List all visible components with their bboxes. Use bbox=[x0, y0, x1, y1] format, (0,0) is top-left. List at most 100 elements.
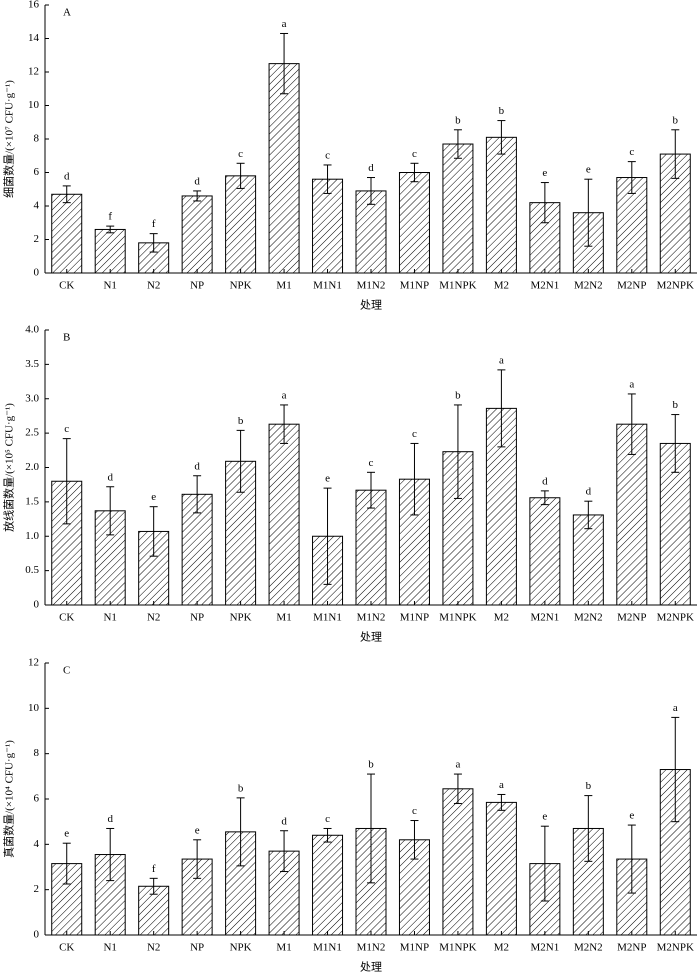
x-tick-label: M1N1 bbox=[313, 942, 342, 954]
x-axis-label: 处理 bbox=[360, 631, 382, 644]
error-bar bbox=[584, 500, 593, 530]
y-tick-label: 2.5 bbox=[25, 427, 39, 439]
x-tick-label: M2N2 bbox=[574, 612, 603, 624]
x-tick-label: CK bbox=[59, 612, 74, 624]
error-bar bbox=[193, 190, 202, 202]
significance-letter: a bbox=[282, 389, 287, 401]
significance-letter: e bbox=[325, 473, 330, 485]
error-bar bbox=[497, 369, 506, 448]
bar bbox=[442, 451, 474, 606]
significance-letter: d bbox=[107, 471, 113, 483]
error-bar bbox=[193, 475, 202, 514]
bar bbox=[529, 497, 561, 606]
error-bar bbox=[323, 487, 332, 585]
y-tick-label: 10 bbox=[28, 99, 40, 111]
x-tick-label: M2NP bbox=[617, 280, 646, 292]
error-bar bbox=[193, 839, 202, 879]
significance-letter: b bbox=[673, 399, 679, 411]
significance-letter: b bbox=[499, 105, 505, 117]
significance-letter: c bbox=[369, 457, 374, 469]
significance-letter: c bbox=[412, 428, 417, 440]
x-tick-label: M2NPK bbox=[657, 612, 694, 624]
x-tick-label: M2 bbox=[494, 942, 509, 954]
error-bar bbox=[236, 162, 245, 189]
y-tick-label: 10 bbox=[28, 702, 40, 714]
x-tick-label: M1N1 bbox=[313, 612, 342, 624]
significance-letter: a bbox=[455, 759, 460, 771]
y-tick-label: 2.0 bbox=[25, 461, 39, 473]
significance-letter: c bbox=[64, 423, 69, 435]
significance-letter: c bbox=[629, 146, 634, 158]
significance-letter: c bbox=[412, 148, 417, 160]
x-tick-label: M2 bbox=[494, 612, 509, 624]
error-bar bbox=[453, 129, 462, 159]
x-tick-label: M2N2 bbox=[574, 280, 603, 292]
bar bbox=[442, 143, 474, 274]
error-bar bbox=[540, 182, 549, 224]
significance-letter: f bbox=[152, 863, 156, 875]
x-tick-label: M1 bbox=[276, 942, 291, 954]
error-bar bbox=[584, 178, 593, 247]
x-tick-label: M1NPK bbox=[439, 280, 476, 292]
significance-letter: d bbox=[542, 475, 548, 487]
x-tick-label: M1N1 bbox=[313, 280, 342, 292]
significance-letter: a bbox=[673, 702, 678, 714]
y-tick-label: 8 bbox=[34, 133, 40, 145]
bar bbox=[312, 178, 344, 274]
y-tick-label: 2 bbox=[34, 233, 40, 245]
error-bar bbox=[627, 393, 636, 455]
error-bar bbox=[627, 161, 636, 194]
error-bar bbox=[671, 129, 680, 179]
error-bar bbox=[62, 438, 71, 525]
bar bbox=[442, 788, 474, 936]
x-tick-label: M2N1 bbox=[530, 280, 559, 292]
error-bar bbox=[671, 414, 680, 473]
bar bbox=[181, 195, 213, 274]
x-tick-label: M2 bbox=[494, 280, 509, 292]
significance-letter: b bbox=[238, 782, 244, 794]
bar bbox=[312, 834, 344, 936]
panel-label: B bbox=[63, 332, 70, 344]
x-tick-label: N2 bbox=[147, 942, 160, 954]
y-axis-label: 真菌数量/(×10⁴ CFU·g⁻¹) bbox=[2, 740, 16, 858]
error-bar bbox=[453, 404, 462, 499]
x-tick-label: M2NP bbox=[617, 612, 646, 624]
x-tick-label: M1 bbox=[276, 280, 291, 292]
y-tick-label: 4.0 bbox=[25, 324, 39, 336]
x-tick-label: N2 bbox=[147, 280, 160, 292]
x-tick-label: N1 bbox=[103, 942, 116, 954]
x-axis-label: 处理 bbox=[360, 299, 382, 312]
significance-letter: c bbox=[238, 148, 243, 160]
significance-letter: b bbox=[455, 389, 461, 401]
error-bar bbox=[540, 825, 549, 902]
bar bbox=[268, 423, 300, 606]
y-tick-label: 3.5 bbox=[25, 358, 39, 370]
x-axis-label: 处理 bbox=[360, 961, 382, 974]
y-tick-label: 12 bbox=[28, 657, 39, 669]
significance-letter: a bbox=[629, 378, 634, 390]
error-bar bbox=[236, 429, 245, 493]
x-tick-label: M1 bbox=[276, 612, 291, 624]
y-tick-label: 0 bbox=[34, 267, 40, 279]
x-tick-label: NP bbox=[190, 612, 204, 624]
error-bar bbox=[280, 32, 289, 95]
x-tick-label: M2N1 bbox=[530, 612, 559, 624]
x-tick-label: M2NPK bbox=[657, 942, 694, 954]
x-tick-label: NP bbox=[190, 942, 204, 954]
error-bar bbox=[280, 404, 289, 444]
error-bar bbox=[410, 820, 419, 860]
error-bar bbox=[410, 162, 419, 183]
y-axis-label: 细菌数量/(×10⁷ CFU·g⁻¹) bbox=[3, 80, 16, 198]
y-axis-label: 放线菌数量/(×10⁵ CFU·g⁻¹) bbox=[2, 403, 16, 532]
error-bar bbox=[106, 225, 115, 234]
y-tick-label: 2 bbox=[34, 883, 40, 895]
significance-letter: f bbox=[108, 211, 112, 223]
x-tick-label: M1NP bbox=[400, 942, 429, 954]
bar bbox=[572, 514, 604, 606]
error-bar bbox=[149, 233, 158, 253]
significance-letter: e bbox=[64, 828, 69, 840]
error-bar bbox=[149, 506, 158, 557]
x-tick-label: M1N2 bbox=[357, 280, 386, 292]
error-bar bbox=[323, 164, 332, 194]
significance-letter: a bbox=[499, 354, 504, 366]
